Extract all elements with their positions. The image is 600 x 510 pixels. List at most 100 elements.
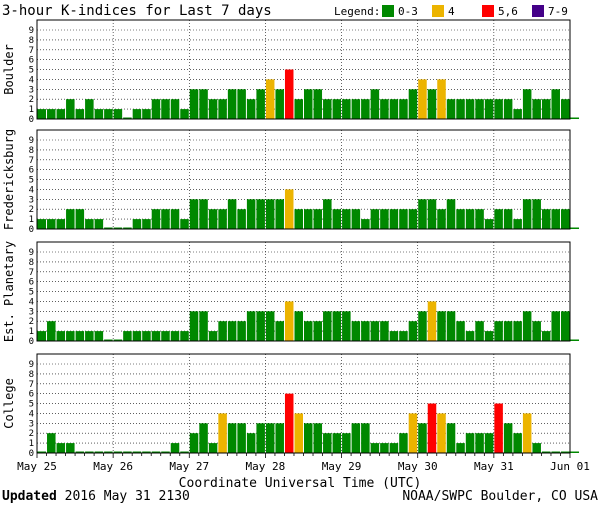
y-tick-label: 4 xyxy=(29,185,34,195)
k-index-bar xyxy=(123,227,132,229)
k-index-bar xyxy=(408,209,418,229)
k-index-bar xyxy=(37,451,47,453)
k-index-bar xyxy=(532,199,541,229)
k-index-bar xyxy=(551,209,560,229)
k-index-bar xyxy=(113,109,123,119)
k-index-bar xyxy=(237,321,246,341)
k-index-bar xyxy=(551,89,560,119)
k-index-bar xyxy=(570,227,580,229)
k-index-bar xyxy=(446,199,456,229)
x-tick-label: May 31 xyxy=(474,460,514,473)
k-index-bar xyxy=(323,199,332,229)
k-index-bar xyxy=(161,331,170,341)
k-index-bar xyxy=(513,109,522,119)
y-tick-label: 4 xyxy=(29,409,34,419)
k-index-bar xyxy=(446,423,456,453)
x-axis-label: Coordinate Universal Time (UTC) xyxy=(179,476,422,491)
legend-swatch xyxy=(432,5,444,17)
k-index-bar xyxy=(389,443,399,453)
k-index-bar xyxy=(475,99,484,119)
k-index-bar xyxy=(446,311,456,341)
legend-entry: 0-3 xyxy=(398,5,418,18)
k-index-bar xyxy=(380,321,389,341)
k-index-bar xyxy=(75,209,85,229)
panel-frame xyxy=(36,19,571,120)
k-index-bar xyxy=(208,99,218,119)
k-index-bar xyxy=(313,321,323,341)
panel-title: Boulder xyxy=(2,44,16,95)
k-index-bar xyxy=(104,339,113,341)
k-index-bar xyxy=(494,403,503,453)
k-index-bar xyxy=(237,423,246,453)
k-index-bar xyxy=(484,219,494,229)
y-tick-label: 5 xyxy=(29,66,34,76)
k-index-bar xyxy=(522,413,532,453)
k-index-bar xyxy=(570,117,580,119)
k-index-bar xyxy=(256,423,265,453)
y-tick-label: 7 xyxy=(29,380,34,390)
k-index-bar xyxy=(560,451,570,453)
k-index-bar xyxy=(180,109,189,119)
y-tick-label: 0 xyxy=(29,115,34,125)
k-index-bar xyxy=(418,423,427,453)
panel-title: College xyxy=(2,378,16,429)
k-index-bar xyxy=(170,331,180,341)
k-index-bar xyxy=(560,311,570,341)
k-index-bar xyxy=(151,99,161,119)
panel-title: Est. Planetary xyxy=(2,241,16,342)
k-index-bar xyxy=(532,321,541,341)
x-tick-label: May 27 xyxy=(169,460,209,473)
y-tick-label: 2 xyxy=(29,317,34,327)
y-tick-label: 2 xyxy=(29,205,34,215)
y-tick-label: 5 xyxy=(29,288,34,298)
k-index-bar xyxy=(342,433,351,453)
k-index-bar xyxy=(56,443,66,453)
k-index-bar xyxy=(284,301,294,341)
k-index-bar xyxy=(427,89,437,119)
k-index-bar xyxy=(284,189,294,229)
y-tick-label: 8 xyxy=(29,258,34,268)
k-index-bar xyxy=(294,99,303,119)
k-index-bar xyxy=(256,89,265,119)
k-index-bar xyxy=(56,331,66,341)
credit-text: NOAA/SWPC Boulder, CO USA xyxy=(402,489,598,504)
k-index-bar xyxy=(323,99,332,119)
k-index-bar xyxy=(313,209,323,229)
k-index-bar xyxy=(522,89,532,119)
k-index-bar xyxy=(323,433,332,453)
k-index-bar xyxy=(342,209,351,229)
k-index-bar xyxy=(284,69,294,119)
k-index-bar xyxy=(199,423,208,453)
k-index-bar xyxy=(513,219,522,229)
k-index-bar xyxy=(161,99,170,119)
k-index-bar xyxy=(142,109,151,119)
k-index-bar xyxy=(456,209,465,229)
y-tick-label: 3 xyxy=(29,195,34,205)
k-index-bar xyxy=(503,209,513,229)
k-index-bar xyxy=(475,321,484,341)
y-tick-label: 9 xyxy=(29,26,34,36)
k-index-bar xyxy=(132,109,142,119)
k-index-bar xyxy=(256,311,265,341)
k-index-bar xyxy=(361,99,370,119)
k-index-bar xyxy=(75,331,85,341)
k-index-bar xyxy=(113,227,123,229)
updated-value: 2016 May 31 2130 xyxy=(56,489,190,504)
k-index-bar xyxy=(389,331,399,341)
k-index-bar xyxy=(66,99,75,119)
k-index-bar xyxy=(560,209,570,229)
k-index-bar xyxy=(465,331,475,341)
k-index-bar xyxy=(446,99,456,119)
k-index-bar xyxy=(85,451,94,453)
k-index-bar xyxy=(313,423,323,453)
k-index-bar xyxy=(94,109,104,119)
k-index-bar xyxy=(427,199,437,229)
k-index-bar xyxy=(218,413,227,453)
y-tick-label: 0 xyxy=(29,225,34,235)
k-index-bar xyxy=(199,311,208,341)
k-index-bar xyxy=(180,219,189,229)
x-tick-label: May 28 xyxy=(246,460,286,473)
